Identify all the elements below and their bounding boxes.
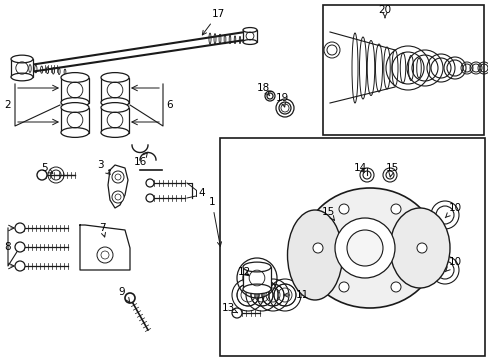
Bar [243, 267, 270, 289]
Ellipse shape [243, 28, 257, 32]
Circle shape [15, 261, 25, 271]
Circle shape [112, 191, 124, 203]
Ellipse shape [287, 210, 342, 300]
Circle shape [37, 170, 47, 180]
Circle shape [112, 171, 124, 183]
Circle shape [338, 204, 348, 214]
Text: 13: 13 [221, 303, 237, 313]
Circle shape [334, 218, 394, 278]
Text: 17: 17 [202, 9, 224, 35]
Text: 8: 8 [5, 242, 11, 252]
Text: 3: 3 [97, 160, 110, 174]
Text: 10: 10 [445, 257, 461, 272]
Circle shape [15, 223, 25, 233]
Polygon shape [108, 165, 128, 208]
Text: 9: 9 [119, 287, 129, 302]
Bar [11, 59, 33, 77]
Ellipse shape [101, 73, 129, 82]
Circle shape [146, 194, 154, 202]
Text: 20: 20 [378, 5, 391, 18]
Text: 11: 11 [283, 290, 308, 300]
Ellipse shape [389, 208, 449, 288]
Text: 1: 1 [208, 197, 221, 246]
Ellipse shape [243, 40, 257, 44]
Bar [243, 30, 257, 42]
Ellipse shape [61, 73, 89, 82]
Text: 2: 2 [5, 100, 11, 110]
Circle shape [312, 243, 323, 253]
Bar [323, 5, 483, 135]
Text: 15: 15 [321, 207, 334, 220]
Circle shape [125, 293, 135, 303]
Circle shape [338, 282, 348, 292]
Text: 10: 10 [445, 203, 461, 218]
Circle shape [15, 242, 25, 252]
Text: 19: 19 [275, 93, 288, 107]
Text: 5: 5 [41, 163, 53, 173]
Circle shape [97, 247, 113, 263]
Ellipse shape [243, 262, 270, 272]
Ellipse shape [11, 55, 33, 63]
Bar [61, 108, 89, 132]
Ellipse shape [61, 127, 89, 138]
Ellipse shape [61, 98, 89, 107]
Text: 12: 12 [237, 267, 250, 277]
Polygon shape [80, 225, 130, 270]
Circle shape [390, 282, 400, 292]
Ellipse shape [243, 284, 270, 294]
Text: 4: 4 [198, 188, 205, 198]
Circle shape [416, 243, 426, 253]
Ellipse shape [61, 103, 89, 112]
Text: 6: 6 [166, 100, 173, 110]
Text: 16: 16 [133, 152, 148, 167]
Ellipse shape [101, 103, 129, 112]
Ellipse shape [302, 188, 437, 308]
Circle shape [146, 179, 154, 187]
Ellipse shape [101, 127, 129, 138]
Text: 15: 15 [385, 163, 398, 177]
Circle shape [346, 230, 382, 266]
Bar [101, 77, 129, 103]
Text: 7: 7 [99, 223, 105, 237]
Circle shape [390, 204, 400, 214]
Ellipse shape [11, 73, 33, 81]
Bar [61, 77, 89, 103]
Bar [220, 138, 484, 356]
Text: 14: 14 [353, 163, 366, 173]
Bar [101, 108, 129, 132]
Text: 18: 18 [256, 83, 269, 96]
Ellipse shape [101, 98, 129, 107]
Circle shape [231, 308, 242, 318]
